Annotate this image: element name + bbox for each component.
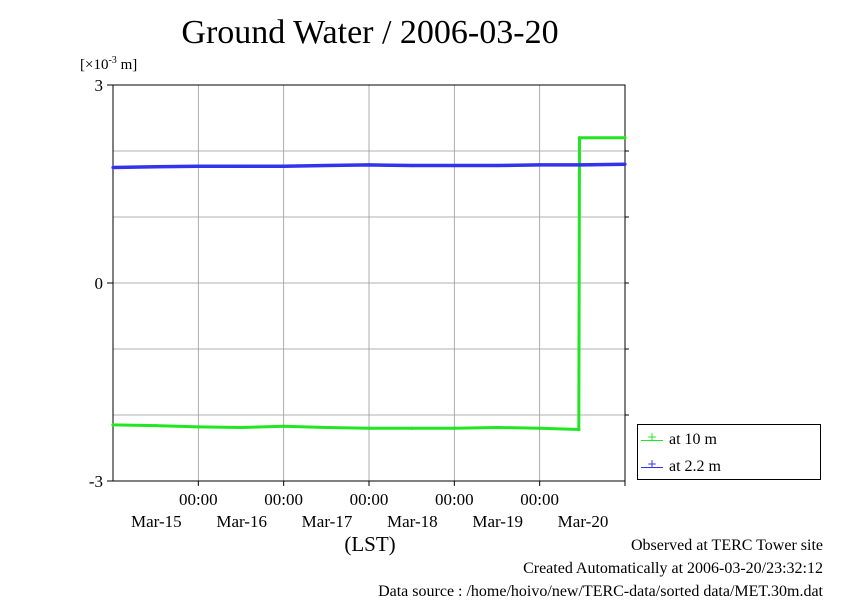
series-point-1 (538, 163, 542, 167)
y-tick-label: 0 (95, 274, 104, 293)
x-tick-date-label: Mar-19 (472, 512, 523, 531)
x-tick-date-label: Mar-20 (558, 512, 609, 531)
x-tick-date-label: Mar-16 (216, 512, 267, 531)
x-tick-time-label: 00:00 (435, 490, 474, 509)
series-point-1 (452, 163, 456, 168)
series-point-0 (282, 424, 286, 428)
y-axis-unit-label: [×10-3 m] (80, 55, 138, 73)
series-point-0 (111, 423, 115, 427)
footer-source: Data source : /home/hoivo/new/TERC-data/… (378, 583, 823, 600)
legend-label-2-2m: at 2.2 m (669, 458, 721, 475)
x-tick-date-label: Mar-17 (302, 512, 353, 531)
legend-item-2-2m: at 2.2 m (638, 457, 721, 477)
footer-observed: Observed at TERC Tower site (630, 537, 823, 554)
series-point-0 (239, 425, 243, 430)
series-point-1 (239, 164, 243, 168)
series-point-1 (154, 165, 158, 169)
series-point-0 (495, 425, 499, 430)
series-line-0 (112, 136, 625, 432)
x-axis-label: (LST) (344, 532, 395, 556)
series-point-0 (410, 426, 414, 430)
series-point-0 (623, 136, 627, 140)
series-point-0 (577, 427, 581, 432)
series-point-1 (410, 163, 414, 168)
legend-label-10m: at 10 m (669, 431, 717, 448)
series-point-1 (623, 162, 627, 166)
series-point-0 (577, 136, 582, 140)
footer-notes: Observed at TERC Tower site Created Auto… (378, 534, 823, 603)
y-tick-label: 3 (95, 76, 104, 95)
x-tick-date-label: Mar-15 (131, 512, 182, 531)
footer-created: Created Automatically at 2006-03-20/23:3… (523, 560, 823, 577)
x-tick-date-label: Mar-18 (387, 512, 438, 531)
legend: at 10 m at 2.2 m (637, 424, 821, 480)
series-point-1 (580, 163, 584, 167)
y-tick-label: -3 (89, 472, 103, 491)
series-point-1 (111, 165, 115, 170)
series-point-0 (367, 426, 371, 430)
legend-item-10m: at 10 m (638, 430, 717, 450)
legend-swatch-10m (641, 430, 663, 445)
series-point-0 (324, 425, 328, 430)
x-tick-time-label: 00:00 (350, 490, 389, 509)
series-point-0 (154, 423, 158, 428)
series-point-1 (495, 163, 499, 168)
series-point-0 (538, 426, 542, 430)
x-tick-time-label: 00:00 (179, 490, 218, 509)
chart-title: Ground Water / 2006-03-20 (181, 14, 559, 51)
series-point-0 (452, 426, 456, 430)
series-point-1 (196, 164, 200, 168)
legend-swatch-2-2m (641, 457, 663, 472)
x-tick-time-label: 00:00 (520, 490, 559, 509)
series-point-1 (367, 163, 371, 167)
series-point-1 (282, 164, 286, 168)
series-point-0 (196, 425, 200, 429)
series-point-1 (324, 163, 328, 168)
x-tick-time-label: 00:00 (264, 490, 303, 509)
